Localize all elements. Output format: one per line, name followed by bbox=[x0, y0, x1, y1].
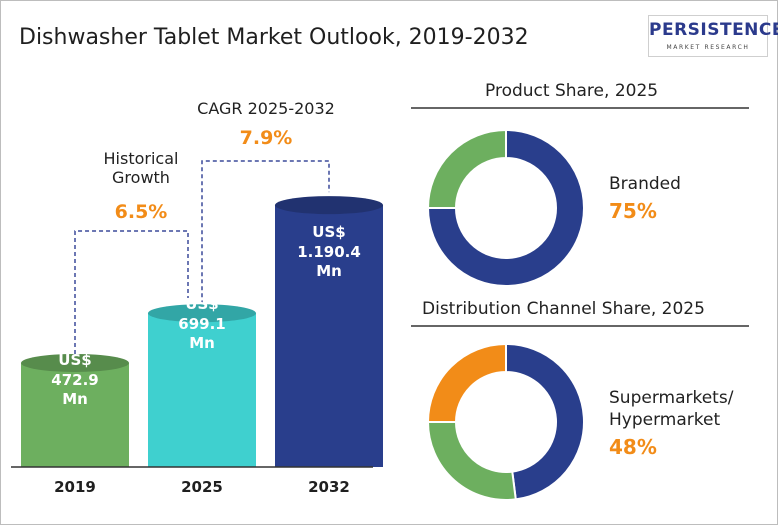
x-tick-2032: 2032 bbox=[308, 478, 350, 496]
donut1-slice-0 bbox=[426, 128, 585, 287]
bar-label-2032-value: 1.190.4 bbox=[297, 242, 361, 261]
supermarkets-value: 48% bbox=[609, 435, 657, 459]
bar-label-2019-unit: Mn bbox=[62, 390, 88, 408]
distribution-share-donut bbox=[426, 342, 585, 501]
bar-label-2019-value: 472.9 bbox=[51, 370, 99, 389]
bars-layer bbox=[21, 196, 383, 467]
bar-2025 bbox=[148, 313, 256, 467]
bar-label-2025-value: 699.1 bbox=[178, 314, 226, 333]
distribution-share-title: Distribution Channel Share, 2025 bbox=[414, 299, 713, 319]
donut2-slice-2 bbox=[426, 342, 507, 423]
bar-top-2019 bbox=[21, 353, 129, 372]
historical-growth-label: Historical Growth bbox=[86, 149, 196, 187]
cagr-label: CAGR 2025-2032 bbox=[197, 99, 335, 118]
branded-value: 75% bbox=[609, 199, 657, 223]
bar-label-2019: US$ 472.9 Mn bbox=[21, 351, 129, 410]
bar-top-2025 bbox=[148, 304, 256, 323]
x-tick-2019: 2019 bbox=[54, 478, 96, 496]
donut2-slice-1 bbox=[426, 421, 517, 501]
company-logo: PERSISTENCE MARKET RESEARCH bbox=[648, 15, 778, 57]
bar-2019 bbox=[21, 362, 129, 467]
bar-label-2025-currency: US$ bbox=[185, 295, 219, 313]
bar-label-2032-currency: US$ bbox=[312, 223, 346, 241]
bar-label-2032-unit: Mn bbox=[316, 262, 342, 280]
cagr-value: 7.9% bbox=[239, 127, 293, 149]
historical-growth-label-line1: Historical bbox=[103, 149, 179, 168]
supermarkets-label-line1: Supermarkets/ bbox=[609, 388, 734, 408]
x-tick-2025: 2025 bbox=[181, 478, 223, 496]
donut1-slice-1 bbox=[426, 128, 507, 209]
product-share-title: Product Share, 2025 bbox=[477, 81, 667, 101]
supermarkets-label-line2: Hypermarket bbox=[609, 410, 721, 431]
logo-tagline: MARKET RESEARCH bbox=[666, 44, 750, 51]
page-title: Dishwasher Tablet Market Outlook, 2019-2… bbox=[19, 25, 529, 50]
bar-label-2025-unit: Mn bbox=[189, 334, 215, 352]
bar-label-2032: US$ 1.190.4 Mn bbox=[275, 223, 383, 282]
logo-wordmark: PERSISTENCE bbox=[649, 20, 778, 40]
bar-label-2025: US$ 699.1 Mn bbox=[148, 295, 256, 354]
cagr-connector bbox=[201, 160, 330, 305]
product-share-donut bbox=[426, 128, 585, 287]
historical-growth-value: 6.5% bbox=[114, 201, 168, 223]
historical-growth-label-line2: Growth bbox=[112, 168, 170, 187]
branded-label: Branded bbox=[609, 174, 681, 194]
donut2-slice-0 bbox=[505, 342, 585, 501]
bar-2032 bbox=[275, 205, 383, 467]
connectors-layer bbox=[74, 160, 330, 354]
bar-label-2019-currency: US$ bbox=[58, 351, 92, 369]
bar-top-2032 bbox=[275, 196, 383, 215]
supermarkets-label: Supermarkets/ Hypermarket bbox=[609, 387, 733, 431]
